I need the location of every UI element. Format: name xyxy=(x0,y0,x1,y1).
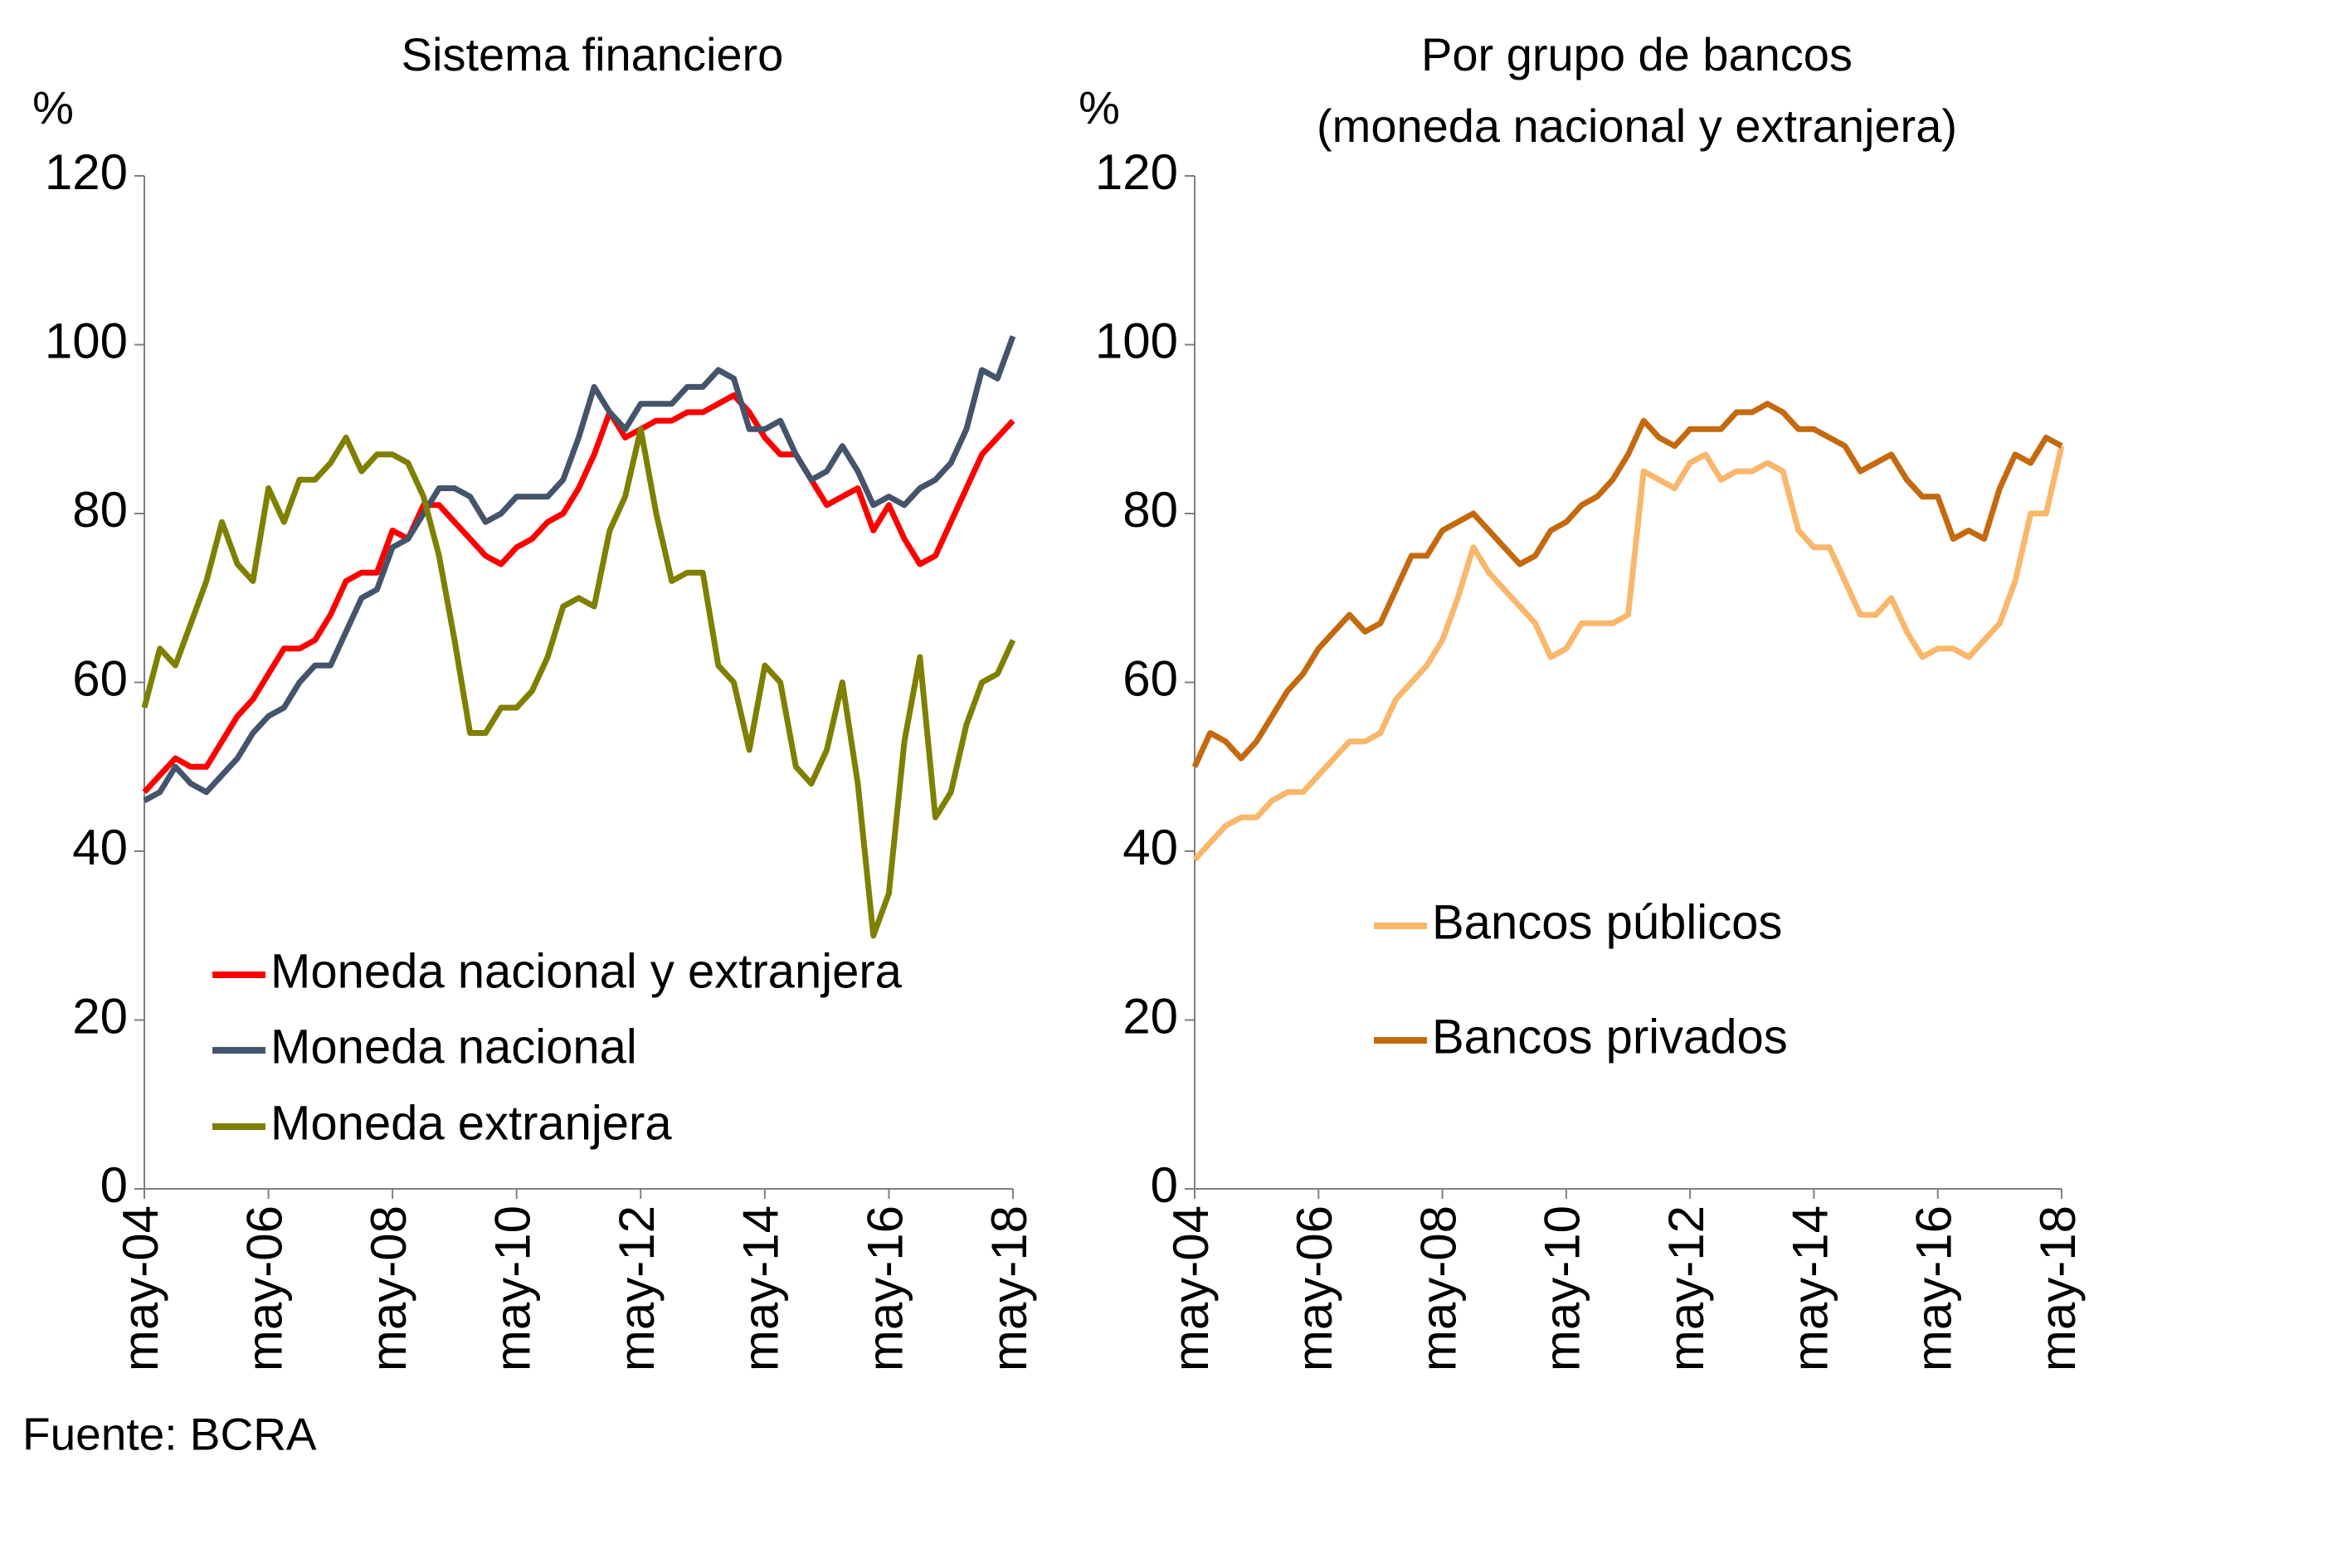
y-tick-label: 80 xyxy=(72,482,128,538)
y-tick-label: 40 xyxy=(72,820,128,875)
x-tick-label: may-18 xyxy=(981,1205,1037,1371)
x-tick-label: may-16 xyxy=(857,1205,913,1371)
chart-subtitle: (moneda nacional y extranjera) xyxy=(1317,100,1957,152)
legend-label: Bancos públicos xyxy=(1432,895,1782,949)
y-unit: % xyxy=(1079,81,1120,134)
source-note: Fuente: BCRA xyxy=(22,1409,317,1460)
x-tick-label: may-14 xyxy=(1782,1205,1838,1371)
x-tick-label: may-12 xyxy=(1658,1205,1714,1371)
y-tick-label: 120 xyxy=(45,144,128,200)
y-tick-label: 0 xyxy=(1151,1157,1178,1213)
y-tick-label: 60 xyxy=(72,650,128,706)
chart-title: Por grupo de bancos xyxy=(1421,28,1853,80)
legend-label: Bancos privados xyxy=(1432,1010,1788,1064)
x-tick-label: may-14 xyxy=(733,1205,789,1371)
y-tick-label: 80 xyxy=(1122,482,1178,538)
series-line xyxy=(142,392,1015,795)
x-tick-label: may-08 xyxy=(361,1205,416,1371)
y-tick-label: 120 xyxy=(1095,144,1178,200)
legend-label: Moneda extranjera xyxy=(270,1096,672,1150)
x-tick-label: may-12 xyxy=(609,1205,665,1371)
series-line xyxy=(143,335,1016,804)
series-line xyxy=(1191,401,2063,768)
x-tick-label: may-06 xyxy=(236,1205,292,1371)
x-tick-label: may-10 xyxy=(1535,1205,1590,1371)
x-tick-label: may-18 xyxy=(2030,1205,2086,1371)
series-line xyxy=(141,426,1016,939)
y-tick-label: 0 xyxy=(100,1157,128,1213)
y-tick-label: 20 xyxy=(72,988,128,1044)
legend-label: Moneda nacional xyxy=(270,1020,637,1074)
y-tick-label: 100 xyxy=(1095,313,1178,368)
x-tick-label: may-16 xyxy=(1906,1205,1962,1371)
x-tick-label: may-04 xyxy=(1163,1205,1219,1371)
y-tick-label: 100 xyxy=(45,313,128,368)
y-tick-label: 40 xyxy=(1122,820,1178,875)
series-line xyxy=(1192,445,2065,862)
chart-title: Sistema financiero xyxy=(402,28,784,80)
x-tick-label: may-06 xyxy=(1287,1205,1342,1371)
legend-label: Moneda nacional y extranjera xyxy=(270,944,903,998)
x-tick-label: may-10 xyxy=(485,1205,541,1371)
y-tick-label: 60 xyxy=(1122,650,1178,706)
x-tick-label: may-04 xyxy=(113,1205,168,1371)
y-tick-label: 20 xyxy=(1122,988,1178,1044)
y-unit: % xyxy=(32,81,74,134)
x-tick-label: may-08 xyxy=(1410,1205,1466,1371)
